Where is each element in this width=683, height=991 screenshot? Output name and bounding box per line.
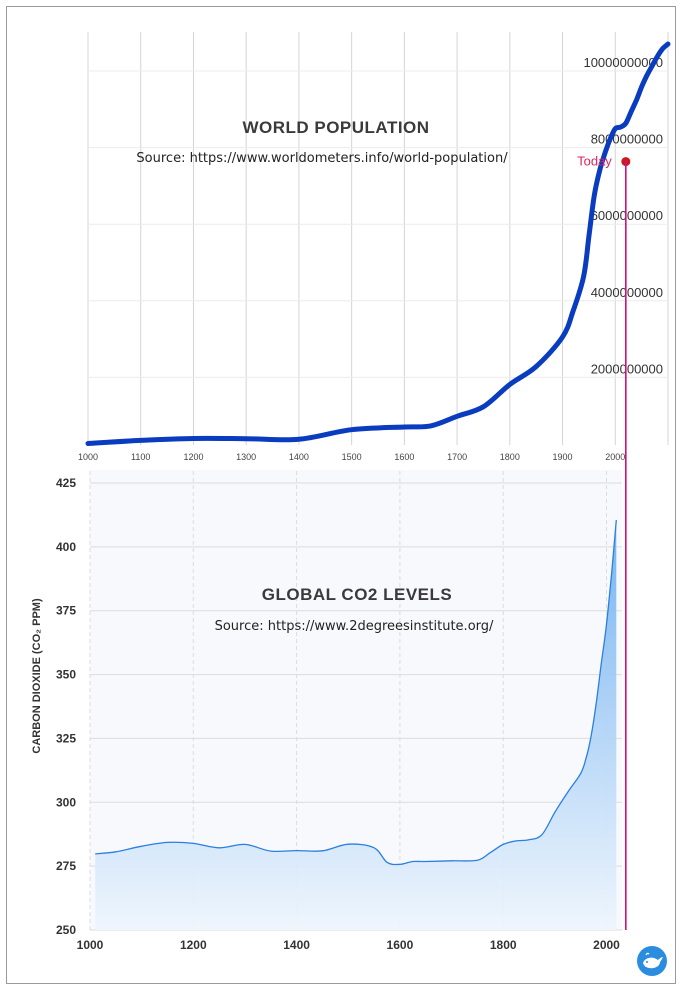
co2-x-tick-label: 1400 <box>283 938 310 952</box>
population-x-tick-label: 1700 <box>447 452 467 462</box>
population-x-tick-label: 2000 <box>605 452 625 462</box>
co2-x-tick-label: 2000 <box>593 938 620 952</box>
co2-line <box>95 519 617 866</box>
co2-y-tick-label: 400 <box>56 540 76 554</box>
population-x-tick-label: 1300 <box>236 452 256 462</box>
co2-levels-chart: 1000 1200 1400 1600 1800 2000 250 275 300 325 350… <box>31 470 622 952</box>
today-label: Today <box>577 154 612 169</box>
population-x-tick-label: 1900 <box>553 452 573 462</box>
population-grid <box>87 32 669 445</box>
population-x-tick-label: 1000 <box>78 452 98 462</box>
population-x-tick-label: 1800 <box>500 452 520 462</box>
co2-y-tick-label: 425 <box>56 476 76 490</box>
population-chart-source: Source: https://www.worldometers.info/wo… <box>136 151 508 166</box>
image-frame <box>6 6 676 984</box>
co2-area <box>95 520 617 930</box>
co2-x-tick-label: 1600 <box>387 938 414 952</box>
population-y-tick-label: 4000000000 <box>591 285 663 300</box>
co2-y-tick-label: 300 <box>56 795 76 809</box>
co2-x-tick-label: 1200 <box>180 938 207 952</box>
population-x-tick-label: 1400 <box>289 452 309 462</box>
whale-logo-icon <box>637 946 667 976</box>
co2-y-ticks: 250 275 300 325 350 375 400 425 <box>56 476 76 937</box>
population-y-tick-label: 2000000000 <box>591 361 663 376</box>
population-y-ticks: 2000000000 4000000000 6000000000 8000000000… <box>583 55 663 376</box>
population-x-ticks: 1000 1100 1200 1300 1400 1500 1600 1700 1800 1900… <box>78 452 625 462</box>
world-population-chart: 1000 1100 1200 1300 1400 1500 1600 1700 1800 1900… <box>78 32 671 462</box>
co2-chart-title: GLOBAL CO2 LEVELS <box>262 585 453 604</box>
population-x-tick-label: 1500 <box>342 452 362 462</box>
co2-y-tick-label: 325 <box>56 731 76 745</box>
co2-y-axis-label: CARBON DIOXIDE (CO₂ PPM) <box>31 598 43 754</box>
population-line <box>85 41 671 446</box>
co2-x-ticks: 1000 1200 1400 1600 1800 2000 <box>77 938 621 952</box>
population-chart-title: WORLD POPULATION <box>242 118 429 137</box>
co2-y-tick-label: 250 <box>56 923 76 937</box>
co2-chart-source: Source: https://www.2degreesinstitute.or… <box>215 619 494 634</box>
whale-icon <box>643 952 663 969</box>
co2-y-tick-label: 375 <box>56 604 76 618</box>
co2-x-tick-label: 1800 <box>490 938 517 952</box>
co2-y-tick-label: 275 <box>56 859 76 873</box>
population-x-tick-label: 1200 <box>183 452 203 462</box>
population-y-tick-label: 10000000000 <box>583 55 663 70</box>
population-y-tick-label: 6000000000 <box>591 208 663 223</box>
population-y-tick-label: 8000000000 <box>591 132 663 147</box>
co2-x-tick-label: 1000 <box>77 938 104 952</box>
co2-y-tick-label: 350 <box>56 668 76 682</box>
population-x-tick-label: 1100 <box>131 452 150 462</box>
population-x-tick-label: 1600 <box>394 452 414 462</box>
